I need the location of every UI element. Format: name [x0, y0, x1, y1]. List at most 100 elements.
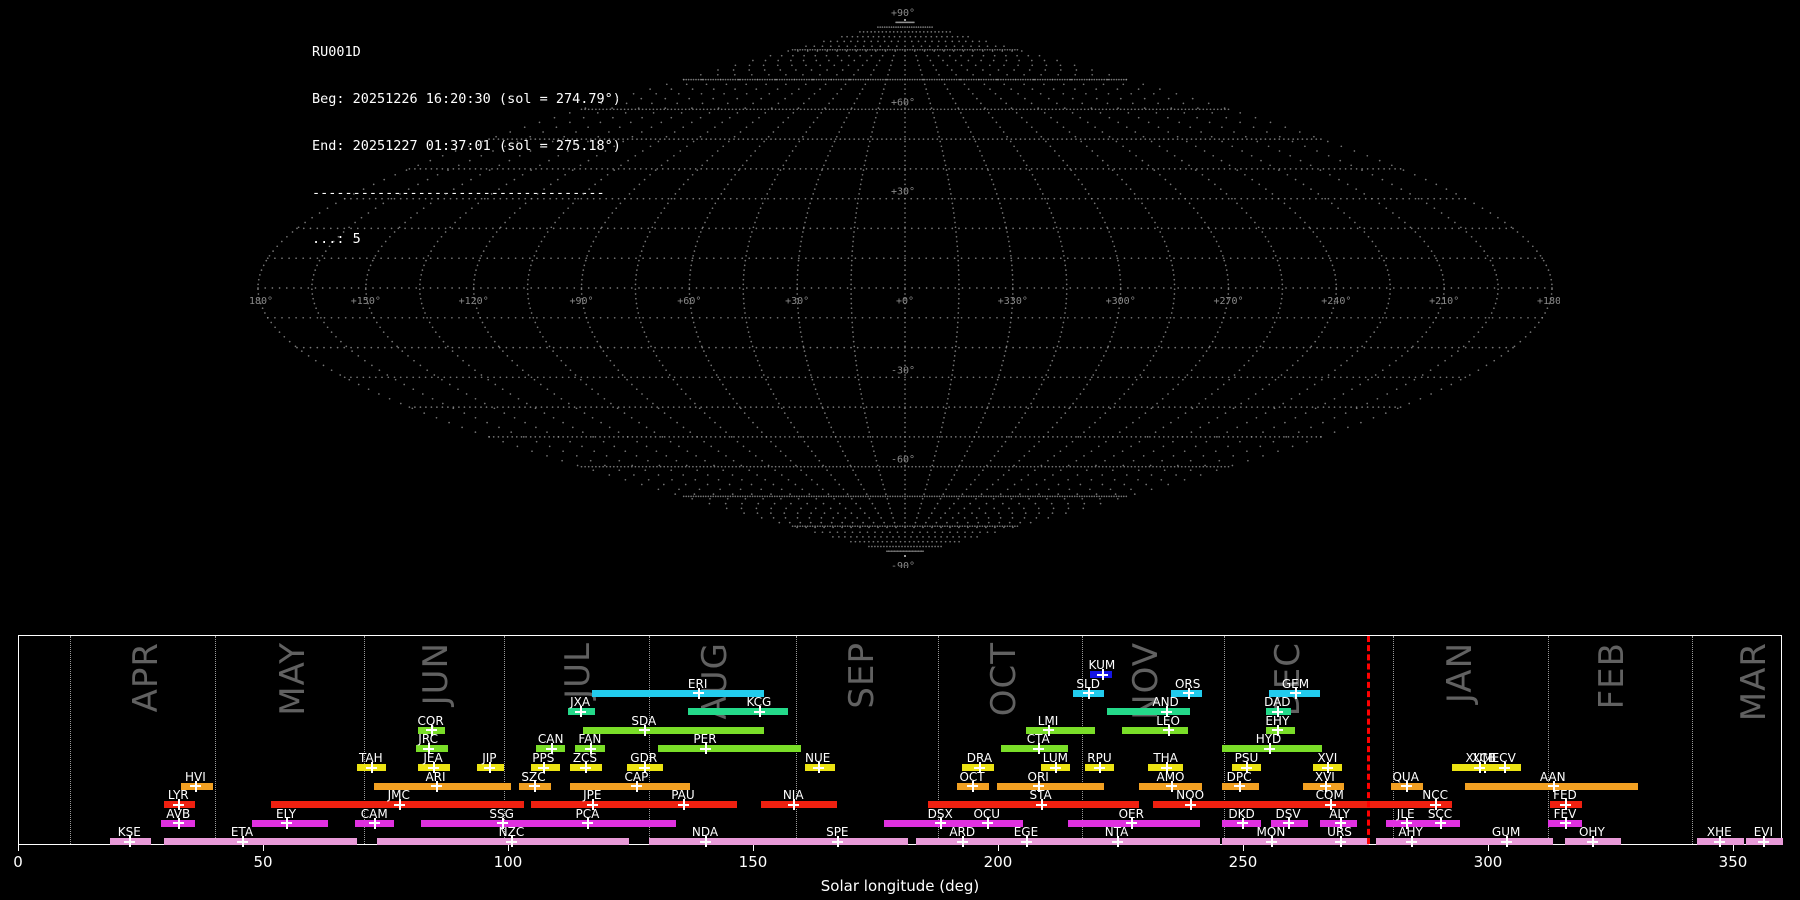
axis-tick-label: 200 — [983, 853, 1013, 871]
axis-tick-label: 0 — [13, 853, 23, 871]
shower-label: HYD — [1255, 732, 1282, 747]
shower-label: LMI — [1037, 713, 1059, 728]
shower-peak-marker — [1474, 762, 1486, 773]
shower-bar[interactable] — [592, 689, 764, 697]
shower-bar[interactable] — [1025, 726, 1095, 734]
shower-bar[interactable] — [570, 782, 691, 790]
month-divider-nov — [1082, 636, 1084, 844]
shower-label: NCC — [1422, 788, 1448, 803]
shower-bar[interactable] — [800, 838, 909, 846]
shower-label: SPE — [826, 825, 849, 840]
shower-peak-marker — [1035, 799, 1047, 811]
shower-peak-marker — [236, 836, 248, 848]
shower-label: KUM — [1088, 658, 1116, 672]
shower-label: XVI — [1317, 751, 1338, 765]
shower-bar[interactable] — [1060, 838, 1220, 846]
shower-bar[interactable] — [531, 801, 728, 809]
axis-tick-label: 50 — [253, 853, 273, 871]
session-header: RU001D Beg: 20251226 16:20:30 (sol = 274… — [312, 14, 621, 264]
shower-label: NOO — [1176, 788, 1205, 803]
shower-peak-marker — [1160, 706, 1172, 718]
shower-bar[interactable] — [641, 801, 737, 809]
shower-peak-marker — [638, 762, 650, 773]
shower-peak-marker — [1714, 836, 1726, 848]
shower-peak-marker — [538, 762, 550, 773]
shower-label: GDR — [630, 751, 658, 765]
axis-tick — [263, 845, 264, 851]
shower-label: MON — [1256, 825, 1286, 840]
shower-label: EHY — [1265, 713, 1290, 728]
month-divider-dec — [1224, 636, 1226, 844]
shower-label: AND — [1152, 695, 1179, 710]
shower-bar[interactable] — [1121, 726, 1188, 734]
shower-peak-marker — [1236, 817, 1248, 829]
shower-peak-marker — [1758, 836, 1770, 848]
shower-peak-marker — [1319, 780, 1331, 792]
shower-bar[interactable] — [648, 838, 818, 846]
shower-label: OER — [1118, 806, 1144, 821]
shower-peak-marker — [1033, 780, 1045, 792]
shower-label: CAM — [360, 806, 388, 821]
session-id: RU001D — [312, 44, 361, 61]
shower-bar[interactable] — [376, 838, 630, 846]
shower-bar[interactable] — [1285, 838, 1369, 846]
shower-bar[interactable] — [1236, 801, 1438, 809]
shower-label: JXA — [570, 695, 591, 710]
shower-peak-marker — [1586, 836, 1598, 848]
shower-label: JIP — [482, 751, 497, 765]
shower-label: XHE — [1706, 825, 1732, 840]
shower-bar[interactable] — [996, 782, 1105, 790]
month-divider-jul — [504, 636, 506, 844]
shower-peak-marker — [173, 817, 185, 829]
shower-label: SCC — [1427, 806, 1453, 821]
shower-label: CTA — [1026, 732, 1050, 747]
shower-bar[interactable] — [883, 819, 1017, 827]
shower-peak-marker — [1498, 762, 1510, 773]
shower-peak-marker — [173, 799, 185, 811]
shower-label: OCT — [959, 769, 985, 784]
shower-bar[interactable] — [528, 819, 676, 827]
sky-grid-labels: +180°+150°+120°+90°+60°+30°+0°+330°+300°… — [250, 8, 1560, 568]
shower-peak-marker — [1043, 724, 1054, 736]
shower-peak-marker — [190, 780, 202, 792]
shower-label: THA — [1153, 751, 1178, 765]
shower-peak-marker — [981, 817, 993, 829]
shower-peak-marker — [1405, 836, 1417, 848]
shower-bar[interactable] — [374, 782, 512, 790]
shower-peak-marker — [496, 817, 508, 829]
all-sky-projection: +180°+150°+120°+90°+60°+30°+0°+330°+300°… — [250, 8, 1560, 568]
shower-bar[interactable] — [927, 801, 1139, 809]
shower-label: HVI — [185, 769, 206, 784]
shower-peak-marker — [1126, 817, 1138, 829]
shower-bar[interactable] — [761, 801, 838, 809]
month-label-jan: JAN — [1439, 642, 1480, 704]
shower-peak-marker — [584, 743, 596, 755]
shower-peak-marker — [1050, 762, 1062, 773]
solar-longitude-axis: 0 50 100 150 200 250 300 350 Solar longitude (d… — [13, 845, 1782, 900]
shower-label: JMC — [387, 788, 410, 803]
shower-bar[interactable] — [163, 838, 358, 846]
shower-label: JLE — [1396, 806, 1415, 821]
shower-bar[interactable] — [582, 726, 764, 734]
shower-label: EVI — [1753, 825, 1774, 840]
shower-peak-marker — [528, 780, 540, 792]
shower-peak-marker — [281, 817, 293, 829]
shower-label: XUM — [1465, 751, 1493, 765]
shower-label: AMO — [1156, 769, 1185, 784]
month-label-may: MAY — [273, 642, 314, 716]
shower-label: PCA — [575, 806, 600, 821]
shower-bar[interactable] — [1376, 838, 1472, 846]
shower-label: TAH — [358, 751, 383, 765]
shower-bar[interactable] — [658, 745, 801, 753]
shower-peak-marker — [700, 836, 711, 848]
shower-bar[interactable] — [1106, 708, 1191, 716]
shower-bar[interactable] — [687, 708, 789, 716]
shower-bar[interactable] — [981, 838, 1088, 846]
shower-peak-marker — [1559, 799, 1571, 811]
shower-peak-marker — [1400, 817, 1412, 829]
shower-peak-marker — [753, 706, 765, 718]
axis-tick-label: 350 — [1718, 853, 1748, 871]
shower-peak-marker — [832, 836, 844, 848]
shower-peak-marker — [1334, 836, 1346, 848]
shower-label: DRA — [966, 751, 993, 765]
